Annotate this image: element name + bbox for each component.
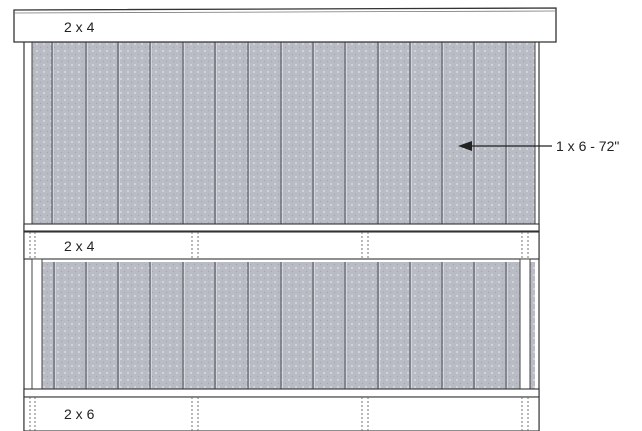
middle-rail-label: 2 x 4 [64,238,95,254]
lower-board-seams [53,262,508,389]
board-callout-label: 1 x 6 - 72" [556,138,619,154]
upper-board-seams [51,41,508,224]
board-callout: 1 x 6 - 72" [458,138,619,154]
bottom-rail-label: 2 x 6 [64,406,95,422]
top-rail: 2 x 4 [13,7,557,43]
lower-board-panel [32,262,535,389]
upper-board-panel [32,41,535,224]
bottom-rail: 2 x 6 [23,388,540,431]
middle-rail: 2 x 4 [23,223,540,260]
callout-arrowhead-icon [458,141,472,151]
top-rail-label: 2 x 4 [64,19,95,35]
